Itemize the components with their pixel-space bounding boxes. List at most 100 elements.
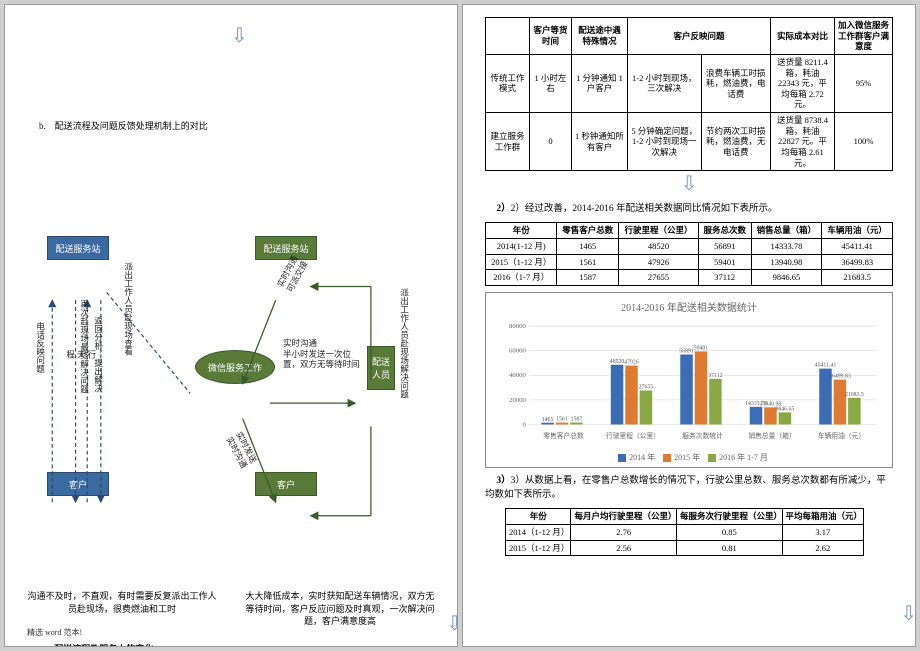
t2-td: 36499.83 <box>822 254 893 270</box>
t2-td: 21683.5 <box>822 270 893 286</box>
down-arrow-icon: ⇩ <box>446 611 458 636</box>
diagram-lines <box>27 232 435 582</box>
t2-th: 年份 <box>486 223 557 239</box>
t2-td: 27655 <box>619 270 699 286</box>
svg-text:20000: 20000 <box>509 397 526 404</box>
t1-r2c2: 1 秒钟通知所有客户 <box>572 113 628 171</box>
t2-td: 1587 <box>557 270 619 286</box>
t3-td: 0.81 <box>677 540 783 556</box>
down-arrow-icon: ⇩ <box>231 23 248 48</box>
t1-h5: 实际成本对比 <box>771 18 835 55</box>
t1-r1c3: 1-2 小时到现场，三次解决 <box>628 54 702 112</box>
edge-label-r-right: 派出工作人员赴现场解决问题 <box>399 288 410 399</box>
edge-label-r-br: 实时发送实时沟通 <box>224 430 259 470</box>
t1-h3: 客户反映问题 <box>628 18 771 55</box>
node-center: 微信服务工作 <box>195 350 275 384</box>
svg-text:48520: 48520 <box>610 359 625 365</box>
node-customer-left: 客户 <box>47 472 109 496</box>
para-3: 3）3）从数据上看，在零售户总数增长的情况下，行驶公里总数、服务总次数都有所减少… <box>485 474 893 503</box>
t2-td: 13940.98 <box>751 254 822 270</box>
para-2-lead: 2）2）经过改善，2014-2016 年配送相关数据同比情况如下表所示。 <box>485 202 893 216</box>
t3-td: 0.85 <box>677 525 783 541</box>
down-arrow-icon: ⇩ <box>485 171 893 196</box>
svg-text:80000: 80000 <box>509 323 526 330</box>
svg-text:1465: 1465 <box>542 417 554 423</box>
para-2-text: 2）经过改善，2014-2016 年配送相关数据同比情况如下表所示。 <box>511 204 778 214</box>
svg-text:27655: 27655 <box>639 384 654 390</box>
edge-label-l-diag: 派出工作人员赴现场查看 <box>123 262 134 356</box>
down-arrow-icon: ⇩ <box>900 601 916 626</box>
t3-td: 2.76 <box>571 525 677 541</box>
t3-th: 每月户均行驶里程（公里） <box>571 509 677 525</box>
t2-td: 59401 <box>698 254 751 270</box>
svg-text:销售总量（箱）: 销售总量（箱） <box>748 431 795 440</box>
t1-r1c4: 浪费车辆工时损耗，燃油费，电话费 <box>701 54 770 112</box>
t1-r1c2: 1 分钟通知 1 户客户 <box>572 54 628 112</box>
svg-text:60000: 60000 <box>509 347 526 354</box>
svg-text:56891: 56891 <box>679 348 694 354</box>
svg-text:37112: 37112 <box>708 373 722 379</box>
t2-th: 零售客户总数 <box>557 223 619 239</box>
node-person: 配送人员 <box>367 346 395 390</box>
node-station-left: 配送服务站 <box>47 236 109 260</box>
t1-r1c5: 送货量 8211.4 箱，耗油 22343 元，平均每箱 2.72 元。 <box>771 54 835 112</box>
t1-r2c0: 建立服务工作群 <box>486 113 530 171</box>
avg-table: 年份每月户均行驶里程（公里）每服务次行驶里程（公里）平均每箱用油（元） 2014… <box>505 508 864 556</box>
svg-text:36499.83: 36499.83 <box>829 374 851 380</box>
t2-td: 48520 <box>619 239 699 255</box>
svg-text:零售客户总数: 零售客户总数 <box>543 431 584 440</box>
t2-td: 2014(1-12 月) <box>486 239 557 255</box>
svg-text:0: 0 <box>523 421 527 428</box>
svg-text:40000: 40000 <box>509 372 526 379</box>
node-customer-right: 客户 <box>255 472 317 496</box>
t1-h6: 加入微信服务工作群客户满意度 <box>835 18 893 55</box>
section-c-label: c. 配送流程及服务上的变化 <box>39 642 435 647</box>
t2-th: 行驶里程（公里） <box>619 223 699 239</box>
t2-td: 56891 <box>698 239 751 255</box>
t1-r2c1: 0 <box>530 113 572 171</box>
chart-legend: 2014 年2015 年2016 年 1-7 月 <box>496 452 882 463</box>
t1-r2c6: 100% <box>835 113 893 171</box>
t3-td: 2.56 <box>571 540 677 556</box>
t3-th: 每服务次行驶里程（公里） <box>677 509 783 525</box>
svg-text:1561: 1561 <box>556 417 568 423</box>
flow-diagram: 配送服务站 客户 配送服务站 客户 微信服务工作 配送人员 <box>27 232 435 582</box>
svg-text:21683.5: 21683.5 <box>845 392 864 398</box>
svg-text:45411.41: 45411.41 <box>815 363 837 369</box>
t1-h2: 配送途中遇特殊情况 <box>572 18 628 55</box>
t3-td: 3.17 <box>782 525 863 541</box>
svg-text:1587: 1587 <box>571 416 583 422</box>
svg-text:服务次数统计: 服务次数统计 <box>682 431 723 440</box>
t3-th: 平均每箱用油（元） <box>782 509 863 525</box>
t3-th: 年份 <box>506 509 571 525</box>
t2-td: 1561 <box>557 254 619 270</box>
svg-text:47926: 47926 <box>624 359 639 365</box>
t2-th: 服务总次数 <box>698 223 751 239</box>
t2-td: 45411.41 <box>822 239 893 255</box>
edge-label-l-a: 返回分析，提出解决 <box>93 316 104 393</box>
t1-r2c4: 节约两次工时损耗，燃油费，无电话费 <box>701 113 770 171</box>
t2-td: 2016（1-7 月） <box>486 270 557 286</box>
node-station-right: 配送服务站 <box>255 236 317 260</box>
t1-r1c1: 1 小时左右 <box>530 54 572 112</box>
t1-h1: 客户等货时间 <box>530 18 572 55</box>
summary-right: 大大降低成本，实时获知配送车辆情况，双方无等待时间，客户反应问题及时真观，一次解… <box>245 590 435 628</box>
t2-td: 2015（1-12 月） <box>486 254 557 270</box>
page-right: 客户等货时间 配送途中遇特殊情况 客户反映问题 实际成本对比 加入微信服务工作群… <box>462 4 916 647</box>
t2-td: 37112 <box>698 270 751 286</box>
summary-row: 沟通不及时，不直观，有时需要反复派出工作人员赴现场，很费燃油和工时 大大降低成本… <box>27 590 435 628</box>
edge-label-left-phone: 电话反映问题 <box>35 322 46 373</box>
chart-container: 2014-2016 年配送相关数据统计 0 20000 40000 60000 8000… <box>485 292 893 468</box>
t3-td: 2.62 <box>782 540 863 556</box>
comparison-table: 客户等货时间 配送途中遇特殊情况 客户反映问题 实际成本对比 加入微信服务工作群… <box>485 17 893 171</box>
chart-title: 2014-2016 年配送相关数据统计 <box>496 299 882 314</box>
edge-label-l-c: 再次赴现场最终解决问题 <box>79 300 90 394</box>
t1-r2c3: 5 分钟确定问题，1-2 小时到现场一次解决 <box>628 113 702 171</box>
bar-chart: 0 20000 40000 60000 80000 146515611587 零售客户总数 4… <box>496 318 882 448</box>
svg-text:车辆用油（元）: 车辆用油（元） <box>818 431 865 440</box>
svg-text:59401: 59401 <box>694 345 709 351</box>
page-footer: 精选 word 范本! <box>27 627 82 638</box>
svg-text:9846.65: 9846.65 <box>775 406 794 412</box>
t2-td: 1465 <box>557 239 619 255</box>
t2-th: 车辆用油（元） <box>822 223 893 239</box>
